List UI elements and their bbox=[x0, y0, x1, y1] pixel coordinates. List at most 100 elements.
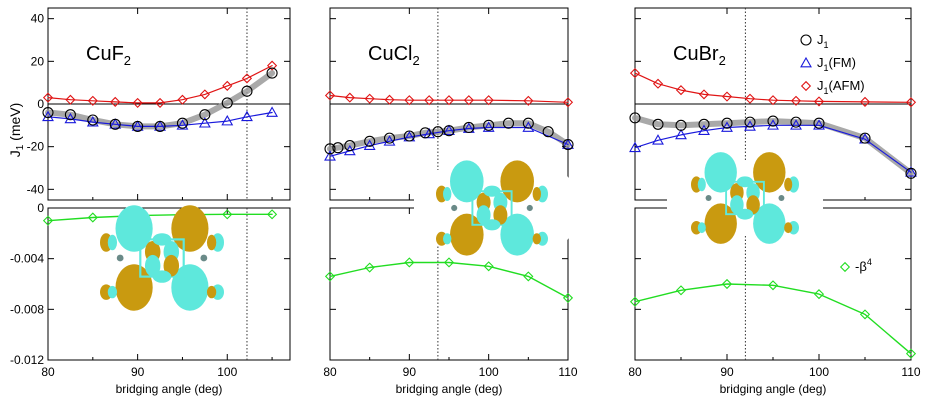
atom bbox=[705, 195, 712, 201]
panel-cubr: 80 90 100 110 bridging angle (deg) CuBr2 bbox=[628, 7, 921, 396]
beta-line bbox=[47, 213, 273, 222]
legend-marker-afm bbox=[800, 80, 812, 92]
j1-afm-point bbox=[404, 95, 415, 106]
orbital-lobe bbox=[107, 285, 118, 299]
compound-label: CuCl2 bbox=[368, 43, 420, 68]
legend-label-afm: J1(AFM) bbox=[817, 78, 865, 96]
j1-fm-point bbox=[109, 118, 122, 129]
orbital-lobe bbox=[483, 219, 501, 231]
j1-afm-point bbox=[177, 94, 188, 105]
j1-fm-point bbox=[522, 121, 535, 132]
beta-line bbox=[634, 283, 912, 355]
j1-point bbox=[132, 120, 144, 132]
j1-afm-point bbox=[65, 94, 76, 105]
j1-point bbox=[813, 117, 825, 129]
y-tick-label: -0.004 bbox=[10, 252, 44, 266]
legend: J1 J1(FM) J1(AFM) bbox=[800, 32, 865, 96]
j1-guide-band bbox=[327, 120, 571, 152]
orbital-lobe bbox=[493, 205, 508, 225]
legend-marker-j1 bbox=[800, 34, 812, 46]
j1-point bbox=[502, 117, 515, 129]
j1-point bbox=[241, 85, 253, 97]
j1-afm-point bbox=[767, 95, 779, 106]
j1-point bbox=[698, 118, 710, 130]
j1-point bbox=[221, 97, 233, 109]
j1-fm-point bbox=[813, 119, 825, 130]
j1-afm-point bbox=[266, 60, 278, 71]
j1-point bbox=[542, 126, 554, 138]
j1-fm-point bbox=[42, 110, 54, 122]
orbital-image bbox=[436, 160, 548, 256]
j1-fm-point bbox=[221, 114, 234, 126]
j1-point bbox=[652, 118, 664, 130]
y-tick-label: 0 bbox=[37, 97, 44, 111]
j1-fm-point bbox=[383, 135, 396, 146]
legend-marker-fm bbox=[800, 56, 812, 68]
j1-point bbox=[721, 117, 733, 129]
beta-point bbox=[364, 262, 375, 273]
compound-label: CuBr2 bbox=[673, 43, 726, 68]
j1-fm-point bbox=[790, 119, 802, 130]
j1-point bbox=[42, 106, 54, 119]
j1-fm-point bbox=[266, 106, 279, 117]
j1-afm-point bbox=[132, 97, 143, 109]
y-tick-label: 20 bbox=[31, 54, 45, 68]
orbital-lobe bbox=[532, 187, 541, 201]
j1-point bbox=[767, 115, 779, 127]
j1-afm-line bbox=[329, 94, 569, 103]
j1-fm-line bbox=[47, 111, 273, 127]
j1-afm-point bbox=[199, 89, 210, 100]
orbital-lobe bbox=[476, 205, 491, 225]
j1-fm-point bbox=[64, 112, 77, 124]
beta-point bbox=[222, 209, 233, 220]
j1-point bbox=[109, 118, 121, 130]
j1-point bbox=[332, 142, 344, 154]
j1-afm-point bbox=[813, 96, 825, 107]
beta-point bbox=[266, 209, 278, 220]
atom bbox=[778, 195, 785, 201]
orbital-lobe bbox=[144, 254, 161, 277]
j1-fm-point bbox=[443, 124, 455, 136]
panel-cuf: 80 90 100 40 20 0 -20 -40 0 -0.004 -0.008 -0.012 bri… bbox=[10, 7, 291, 396]
j1-point bbox=[176, 117, 188, 129]
y-tick-label: -40 bbox=[27, 182, 45, 196]
j1-fm-point bbox=[744, 120, 756, 131]
beta-point bbox=[443, 257, 455, 268]
j1-afm-point bbox=[721, 91, 733, 102]
j1-afm-point bbox=[790, 95, 802, 106]
j1-point bbox=[463, 121, 475, 134]
j1-fm-point bbox=[423, 127, 436, 139]
y-tick-label: 40 bbox=[31, 12, 45, 26]
j1-point bbox=[859, 132, 871, 144]
j1-point bbox=[562, 138, 574, 151]
x-tick-label: 90 bbox=[403, 365, 417, 379]
j1-point bbox=[383, 132, 396, 144]
y-tick-label: -0.008 bbox=[10, 302, 44, 316]
orbital-backdrop bbox=[667, 160, 823, 236]
j1-point bbox=[629, 112, 641, 124]
j1-afm-point bbox=[42, 92, 54, 103]
x-tick-label: 80 bbox=[628, 365, 642, 379]
orbital-lobe bbox=[206, 234, 217, 251]
beta-point bbox=[483, 261, 494, 272]
j1-afm-point bbox=[562, 97, 574, 108]
j1-point bbox=[905, 167, 917, 179]
j1-point bbox=[64, 109, 76, 121]
plot-frame-bottom bbox=[47, 207, 291, 361]
j1-fm-point bbox=[154, 120, 166, 131]
panels: 80 90 100 40 20 0 -20 -40 0 -0.004 -0.008 -0.012 bri… bbox=[10, 7, 921, 396]
atom bbox=[200, 254, 208, 262]
orbital-lobe bbox=[443, 233, 452, 245]
j1-fm-point bbox=[652, 134, 664, 145]
beta-line bbox=[329, 261, 569, 299]
j1-point bbox=[403, 130, 415, 142]
j1-afm-point bbox=[629, 67, 641, 79]
x-tick-label: 90 bbox=[131, 365, 145, 379]
j1-fm-point bbox=[198, 117, 211, 128]
j1-fm-point bbox=[721, 121, 733, 132]
orbital-lobe bbox=[736, 208, 754, 220]
x-tick-label: 100 bbox=[217, 365, 237, 379]
j1-afm-line bbox=[634, 72, 912, 103]
j1-fm-point bbox=[767, 119, 779, 130]
